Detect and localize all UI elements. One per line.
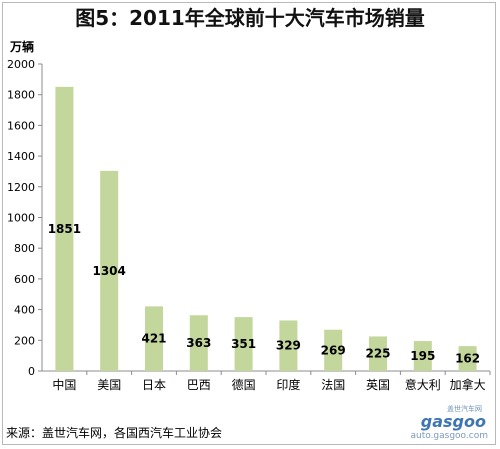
y-tick-label: 800 <box>14 242 35 255</box>
data-label: 329 <box>276 339 301 353</box>
x-tick-label: 美国 <box>97 378 121 392</box>
bar <box>234 317 253 371</box>
y-tick-label: 1200 <box>7 181 35 194</box>
chart-title: 图5：2011年全球前十大汽车市场销量 <box>75 6 425 30</box>
data-label: 363 <box>186 336 211 350</box>
watermark-url: auto.gasgoo.com <box>410 431 488 441</box>
y-tick-label: 1800 <box>7 89 35 102</box>
x-tick-label: 日本 <box>142 378 166 392</box>
x-tick-label: 法国 <box>321 378 345 392</box>
y-tick-label: 1600 <box>7 119 35 132</box>
data-label: 225 <box>365 347 390 361</box>
data-label: 269 <box>321 343 346 357</box>
x-tick-label: 英国 <box>366 378 390 392</box>
watermark-chinese: 盖世汽车网 <box>447 405 482 413</box>
bar <box>369 336 387 371</box>
bar <box>413 341 432 371</box>
x-tick-label: 印度 <box>276 377 300 392</box>
bar <box>189 315 208 371</box>
data-label: 162 <box>455 352 480 366</box>
bar <box>100 170 119 371</box>
y-tick-label: 2000 <box>7 58 35 71</box>
source-note: 来源：盖世汽车网，各国西汽车工业协会 <box>6 426 223 440</box>
y-tick-label: 1400 <box>7 150 35 163</box>
data-label: 1851 <box>48 222 81 236</box>
bar <box>324 329 343 371</box>
y-axis-unit: 万辆 <box>9 39 34 54</box>
watermark-brand: gasgoo <box>420 412 486 431</box>
data-label: 421 <box>141 332 166 346</box>
y-tick-label: 400 <box>14 304 35 317</box>
y-tick-label: 600 <box>14 273 35 286</box>
bar <box>279 320 298 371</box>
data-label: 351 <box>231 337 256 351</box>
y-tick-label: 200 <box>14 334 35 347</box>
x-tick-label: 德国 <box>232 377 256 392</box>
x-tick-label: 中国 <box>52 377 76 392</box>
watermark-logo: 盖世汽车网 gasgoo auto.gasgoo.com <box>384 404 494 444</box>
y-tick-label: 1000 <box>7 212 35 225</box>
data-label: 1304 <box>92 264 125 278</box>
bar <box>145 306 163 371</box>
bar <box>55 86 74 372</box>
data-label: 195 <box>410 349 435 363</box>
x-tick-label: 加拿大 <box>450 377 486 392</box>
bar <box>458 346 477 371</box>
x-tick-label: 巴西 <box>187 378 211 392</box>
x-tick-label: 意大利 <box>405 377 441 392</box>
y-tick-label: 0 <box>28 365 35 378</box>
